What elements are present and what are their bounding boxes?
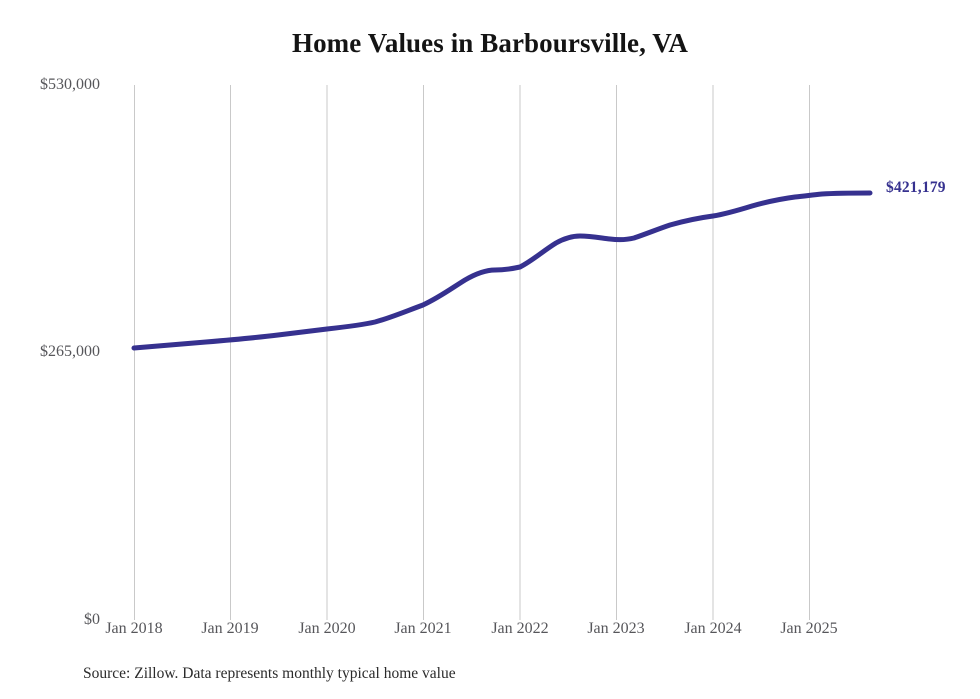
x-axis-tick-jan-2019: Jan 2019 xyxy=(201,620,259,637)
x-axis-tick-jan-2021: Jan 2021 xyxy=(394,620,452,637)
y-axis-tick-label: $530,000 xyxy=(40,76,100,93)
y-axis-tick-265000: $265,000 xyxy=(0,343,100,361)
x-axis-tick-jan-2018: Jan 2018 xyxy=(105,620,163,637)
chart-title: Home Values in Barboursville, VA xyxy=(291,28,689,58)
x-axis-tick-jan-2023: Jan 2023 xyxy=(587,620,645,637)
end-value-annotation: $421,179 xyxy=(886,179,946,196)
gridlines xyxy=(134,85,810,620)
source-footnote: Source: Zillow. Data represents monthly … xyxy=(83,665,456,682)
y-axis-tick-label: $265,000 xyxy=(40,343,100,360)
y-axis-tick-label: $0 xyxy=(84,611,100,628)
x-axis-tick-jan-2020: Jan 2020 xyxy=(298,620,356,637)
x-axis-tick-jan-2025: Jan 2025 xyxy=(780,620,838,637)
x-axis-tick-jan-2022: Jan 2022 xyxy=(491,620,549,637)
y-axis-tick-0: $0 xyxy=(0,611,100,629)
y-axis-tick-530000: $530,000 xyxy=(0,76,100,94)
x-axis-tick-jan-2024: Jan 2024 xyxy=(684,620,742,637)
series-line-typical-home-value xyxy=(131,190,873,351)
